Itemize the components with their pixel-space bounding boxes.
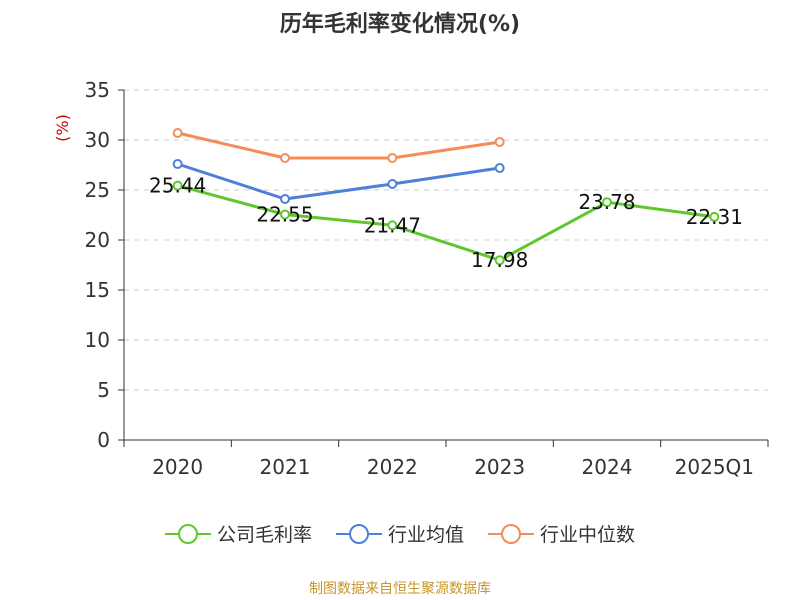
data-label: 17.98 bbox=[471, 248, 528, 272]
legend: 公司毛利率 行业均值 行业中位数 bbox=[0, 520, 800, 547]
data-label: 23.78 bbox=[578, 190, 635, 214]
data-point bbox=[172, 159, 183, 169]
y-tick-label: 20 bbox=[85, 228, 110, 252]
legend-marker-icon bbox=[335, 523, 382, 544]
y-tick-label: 0 bbox=[97, 428, 110, 452]
data-point bbox=[494, 255, 505, 266]
data-point bbox=[494, 137, 505, 147]
data-point bbox=[280, 194, 290, 204]
y-tick-label: 15 bbox=[85, 278, 110, 302]
data-point bbox=[280, 153, 290, 163]
data-point bbox=[709, 211, 720, 222]
y-tick-label: 25 bbox=[85, 178, 110, 202]
data-point bbox=[280, 209, 290, 220]
data-point bbox=[387, 153, 398, 163]
legend-marker-icon bbox=[164, 523, 211, 544]
source-note: 制图数据来自恒生聚源数据库 bbox=[309, 581, 491, 597]
legend-item[interactable]: 行业中位数 bbox=[488, 520, 635, 547]
data-label: 21.47 bbox=[364, 213, 421, 237]
data-point bbox=[172, 180, 183, 191]
data-point bbox=[387, 220, 398, 231]
x-tick-label: 2022 bbox=[367, 455, 418, 479]
legend-label: 公司毛利率 bbox=[216, 524, 312, 546]
y-axis-label: (%) bbox=[53, 114, 72, 142]
x-tick-label: 2025Q1 bbox=[675, 455, 754, 479]
legend-item[interactable]: 公司毛利率 bbox=[164, 520, 312, 547]
x-tick-label: 2021 bbox=[260, 455, 311, 479]
legend-item[interactable]: 行业均值 bbox=[335, 520, 464, 547]
series-line-2 bbox=[177, 131, 500, 160]
legend-label: 行业均值 bbox=[387, 524, 464, 546]
x-tick-label: 2023 bbox=[474, 455, 525, 479]
x-tick-label: 2020 bbox=[152, 455, 203, 479]
series-line-1 bbox=[177, 162, 500, 201]
y-tick-label: 35 bbox=[85, 78, 110, 102]
data-point bbox=[602, 197, 612, 208]
data-label: 25.44 bbox=[149, 174, 206, 198]
data-label: 22.31 bbox=[686, 205, 743, 229]
data-label: 22.55 bbox=[256, 203, 313, 227]
data-point bbox=[172, 128, 183, 138]
legend-marker-icon bbox=[488, 523, 534, 544]
data-point bbox=[494, 163, 505, 173]
chart-title: 历年毛利率变化情况(%) bbox=[279, 12, 521, 37]
x-tick-label: 2024 bbox=[582, 455, 633, 479]
data-point bbox=[387, 179, 398, 189]
series-line-0 bbox=[177, 184, 715, 262]
legend-label: 行业中位数 bbox=[540, 524, 636, 546]
y-tick-label: 30 bbox=[85, 128, 110, 152]
y-tick-label: 10 bbox=[85, 328, 110, 352]
y-tick-label: 5 bbox=[97, 378, 110, 402]
